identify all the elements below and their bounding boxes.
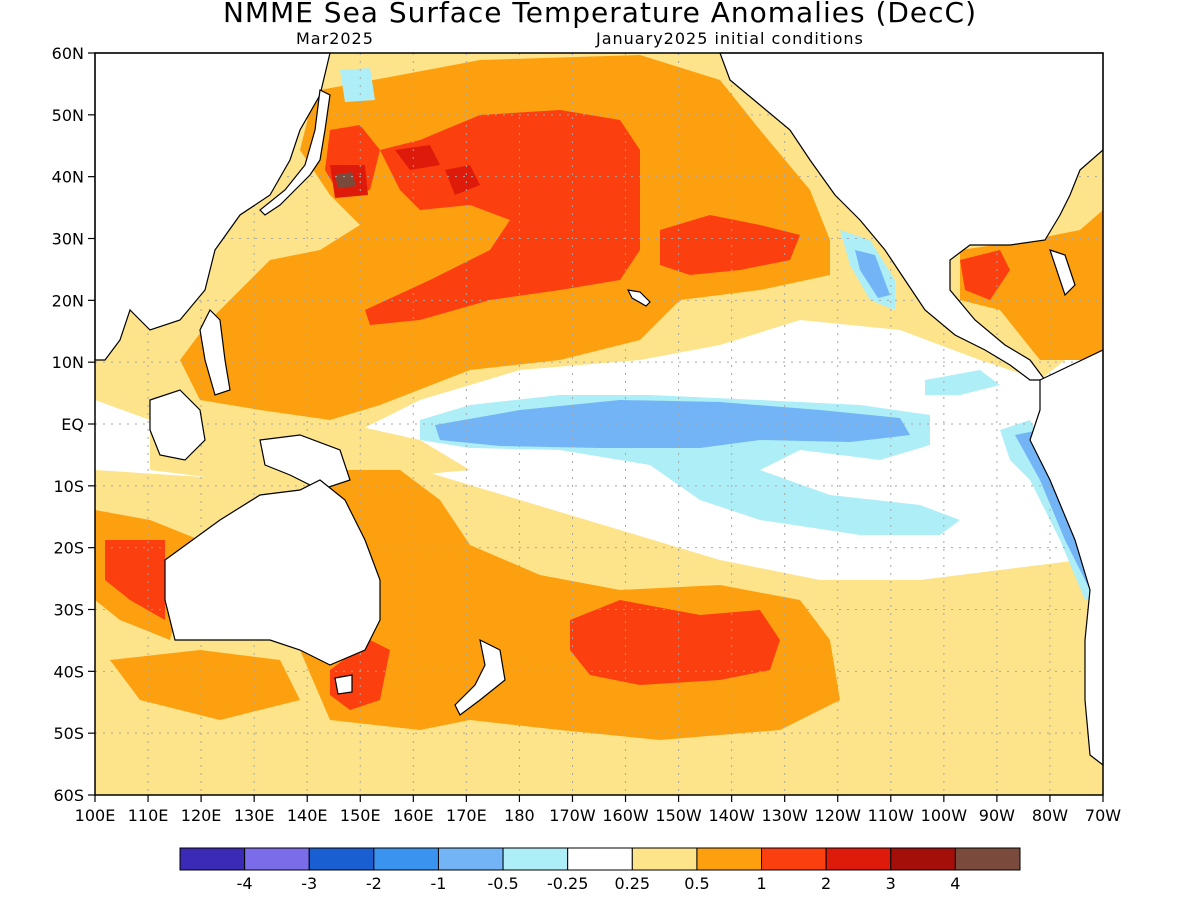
anomaly-region-darkred-2 <box>445 165 480 195</box>
longitude-label: 130W <box>762 806 809 825</box>
longitude-label: 110E <box>128 806 169 825</box>
colorbar-label: -1 <box>430 874 446 893</box>
anomaly-region-red-south <box>570 600 780 685</box>
colorbar-swatch <box>437 847 504 871</box>
colorbar-swatch <box>890 847 956 871</box>
colorbar-swatch <box>825 847 892 871</box>
longitude-label: 160W <box>602 806 649 825</box>
anomaly-region-red-west-australia <box>105 540 165 620</box>
asia-landmass <box>94 52 331 361</box>
longitude-label: 100E <box>75 806 116 825</box>
anomaly-region-red-northeast <box>660 215 800 275</box>
longitude-label: 160E <box>393 806 434 825</box>
longitude-label: 120E <box>181 806 222 825</box>
colorbar-label: 4 <box>950 874 960 893</box>
australia-landmass <box>164 479 381 666</box>
latitude-label: 40N <box>52 168 84 187</box>
longitude-label: 80W <box>1032 806 1068 825</box>
colorbar-swatch <box>502 847 569 871</box>
borneo-landmass <box>149 389 206 461</box>
latitude-label: 20S <box>53 539 84 558</box>
longitude-label: 70W <box>1085 806 1121 825</box>
colorbar-swatch <box>567 847 633 871</box>
latitude-label: 40S <box>53 662 84 681</box>
colorbar-label: -3 <box>301 874 317 893</box>
florida-landmass <box>1049 249 1076 297</box>
longitude-label: 100W <box>921 806 968 825</box>
anomaly-region-cool-kamchatka <box>340 68 375 102</box>
japan-landmass <box>259 89 331 216</box>
colorbar-label: 0.25 <box>614 874 650 893</box>
latitude-label: 50N <box>52 106 84 125</box>
colorbar-swatch <box>954 847 1021 871</box>
latitude-axis: 60N 50N 40N 30N 20N 10N EQ 10S 20S 30S 40S 50S 60S <box>52 44 95 805</box>
colorbar-swatch <box>696 847 763 871</box>
longitude-label: 130E <box>234 806 275 825</box>
latitude-label: 20N <box>52 291 84 310</box>
philippines-landmass <box>199 308 231 396</box>
longitude-axis: 100E 110E 120E 130E 140E 150E 160E 170E 180 170W 1… <box>75 795 1121 825</box>
longitude-label: 110W <box>868 806 915 825</box>
forecast-month: Mar2025 <box>296 29 374 48</box>
anomaly-region-orange-gulf <box>960 210 1103 360</box>
longitude-label: 170W <box>549 806 596 825</box>
latitude-label: 30N <box>52 230 84 249</box>
anomaly-region-blue-california <box>855 250 890 298</box>
anomaly-region-brown-japan <box>335 172 356 188</box>
colorbar-swatch <box>631 847 698 871</box>
colorbar-label: -2 <box>366 874 382 893</box>
colorbar-label: -0.5 <box>487 874 518 893</box>
latitude-label: 60S <box>53 786 84 805</box>
tasmania-landmass <box>334 674 353 695</box>
latitude-label: 10S <box>53 477 84 496</box>
latitude-label: 50S <box>53 724 84 743</box>
latitude-label: 30S <box>53 601 84 620</box>
longitude-label: 140W <box>708 806 755 825</box>
anomaly-region-cool-east-pacific <box>925 370 1000 395</box>
anomaly-region-orange-indian <box>110 650 300 720</box>
longitude-label: 170E <box>446 806 487 825</box>
chart-title: NMME Sea Surface Temperature Anomalies (… <box>222 0 978 29</box>
longitude-label: 150E <box>340 806 381 825</box>
initial-conditions: January2025 initial conditions <box>596 29 864 48</box>
anomaly-region-blue-peru <box>1015 430 1098 590</box>
colorbar-label: 2 <box>821 874 831 893</box>
latitude-label: EQ <box>61 415 84 434</box>
colorbar-swatch <box>244 847 310 871</box>
colorbar-legend: -4 -3 -2 -1 -0.5 -0.25 0.25 0.5 1 2 3 4 <box>179 847 1021 893</box>
anomaly-region-red-gulf <box>960 250 1010 300</box>
landmasses <box>94 52 1104 767</box>
colorbar-swatch <box>308 847 375 871</box>
latitude-label: 60N <box>52 44 84 63</box>
anomaly-region-darkred-1 <box>395 145 440 170</box>
colorbar-label: -4 <box>237 874 253 893</box>
longitude-label: 90W <box>979 806 1015 825</box>
longitude-label: 140E <box>287 806 328 825</box>
colorbar-label: 1 <box>756 874 766 893</box>
colorbar-label: 3 <box>886 874 896 893</box>
latitude-label: 10N <box>52 353 84 372</box>
colorbar-swatch <box>761 847 827 871</box>
colorbar-label: -0.25 <box>547 874 588 893</box>
colorbar-swatch <box>179 847 246 871</box>
colorbar-swatch <box>373 847 439 871</box>
colorbar-label: 0.5 <box>684 874 709 893</box>
longitude-label: 120W <box>815 806 862 825</box>
longitude-label: 180 <box>504 806 535 825</box>
new-guinea-landmass <box>259 434 351 491</box>
new-zealand-landmass <box>454 638 506 716</box>
hawaii-islands <box>626 289 651 307</box>
longitude-label: 150W <box>655 806 702 825</box>
